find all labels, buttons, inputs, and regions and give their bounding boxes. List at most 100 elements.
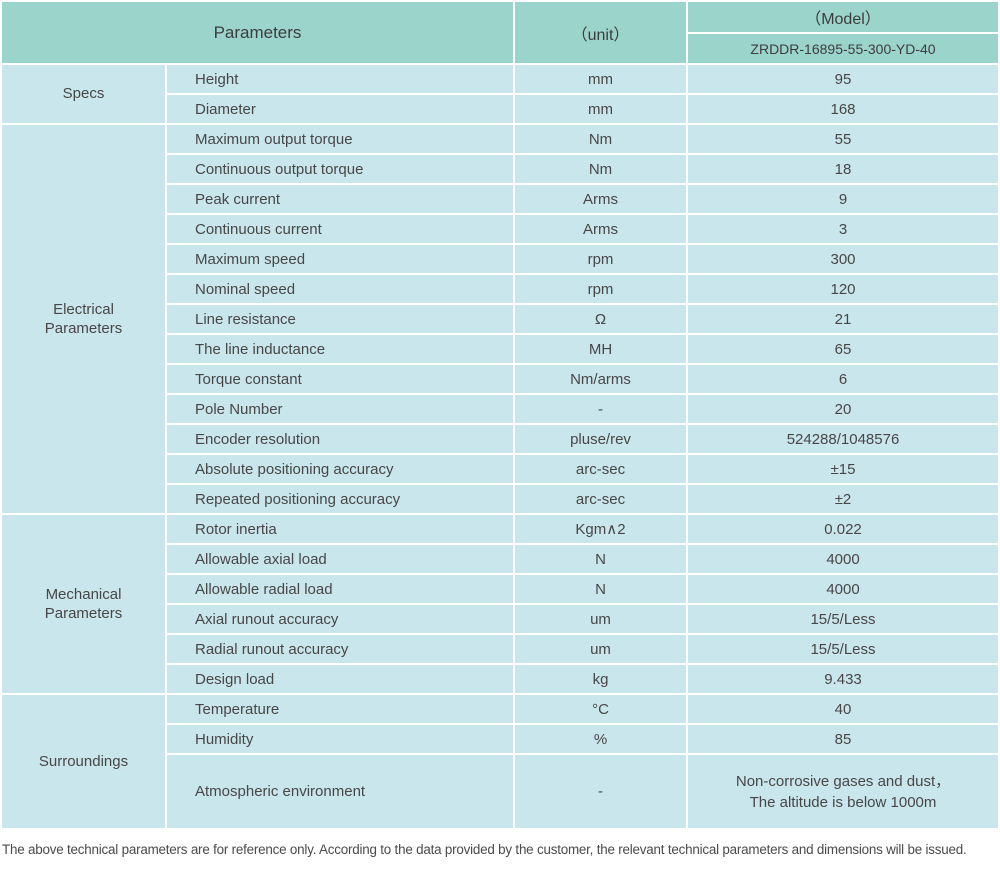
param-cell: Continuous current <box>167 215 513 243</box>
value-cell: 18 <box>688 155 998 183</box>
table-row: Electrical Parameters Maximum output tor… <box>2 125 998 513</box>
unit-cell: N <box>515 575 686 603</box>
specification-table: Parameters （unit） （Model） ZRDDR-16895-55… <box>2 2 998 828</box>
section-label-surroundings: Surroundings <box>2 695 165 828</box>
value-cell: 9 <box>688 185 998 213</box>
param-cell: Allowable axial load <box>167 545 513 573</box>
unit-cell: MH <box>515 335 686 363</box>
param-cell: Atmospheric environment <box>167 755 513 828</box>
value-cell: 15/5/Less <box>688 605 998 633</box>
param-cell: Nominal speed <box>167 275 513 303</box>
param-cell: Torque constant <box>167 365 513 393</box>
unit-cell: % <box>515 725 686 753</box>
value-cell: 9.433 <box>688 665 998 693</box>
value-cell: Non-corrosive gases and dust， The altitu… <box>688 755 998 828</box>
param-cell: Allowable radial load <box>167 575 513 603</box>
section-label-electrical: Electrical Parameters <box>2 125 165 513</box>
param-cell: Peak current <box>167 185 513 213</box>
param-cell: Line resistance <box>167 305 513 333</box>
table-row: Line resistance Ω 21 <box>2 305 998 333</box>
footer-disclaimer: The above technical parameters are for r… <box>2 842 967 857</box>
table-row: Surroundings Temperature °C 40 <box>2 695 998 828</box>
unit-cell: um <box>515 605 686 633</box>
unit-cell: Arms <box>515 185 686 213</box>
table-header-row-2: ZRDDR-16895-55-300-YD-40 <box>2 34 998 63</box>
value-cell: 524288/1048576 <box>688 425 998 453</box>
unit-cell: Nm <box>515 125 686 153</box>
unit-cell: mm <box>515 65 686 93</box>
table-row: Torque constant Nm/arms 6 <box>2 365 998 393</box>
unit-cell: arc-sec <box>515 485 686 513</box>
table-row: Axial runout accuracy um 15/5/Less <box>2 605 998 633</box>
value-cell: 4000 <box>688 575 998 603</box>
unit-cell: °C <box>515 695 686 723</box>
param-cell: Design load <box>167 665 513 693</box>
unit-cell: - <box>515 395 686 423</box>
value-cell: 300 <box>688 245 998 273</box>
table-header-row-1: Parameters （unit） （Model） <box>2 2 998 63</box>
unit-cell: um <box>515 635 686 663</box>
param-cell: Maximum speed <box>167 245 513 273</box>
table-row: Allowable axial load N 4000 <box>2 545 998 573</box>
value-cell: 85 <box>688 725 998 753</box>
value-cell: 3 <box>688 215 998 243</box>
table-row: Absolute positioning accuracy arc-sec ±1… <box>2 455 998 483</box>
param-cell: Maximum output torque <box>167 125 513 153</box>
value-cell: 95 <box>688 65 998 93</box>
unit-cell: arc-sec <box>515 455 686 483</box>
value-cell: 168 <box>688 95 998 123</box>
param-cell: Rotor inertia <box>167 515 513 543</box>
value-cell: 55 <box>688 125 998 153</box>
unit-cell: Ω <box>515 305 686 333</box>
section-label-mechanical: Mechanical Parameters <box>2 515 165 693</box>
table-row: Radial runout accuracy um 15/5/Less <box>2 635 998 663</box>
param-cell: Humidity <box>167 725 513 753</box>
table-row: Repeated positioning accuracy arc-sec ±2 <box>2 485 998 513</box>
unit-cell: Arms <box>515 215 686 243</box>
header-model: （Model） <box>688 2 998 33</box>
table-row: Specs Height mm 95 <box>2 65 998 123</box>
header-model-value: ZRDDR-16895-55-300-YD-40 <box>688 34 998 63</box>
param-cell: Height <box>167 65 513 93</box>
table-row: Pole Number - 20 <box>2 395 998 423</box>
table-row: Nominal speed rpm 120 <box>2 275 998 303</box>
param-cell: Repeated positioning accuracy <box>167 485 513 513</box>
table-row: Encoder resolution pluse/rev 524288/1048… <box>2 425 998 453</box>
table-row: Continuous output torque Nm 18 <box>2 155 998 183</box>
value-cell: 6 <box>688 365 998 393</box>
param-cell: Continuous output torque <box>167 155 513 183</box>
table-row: Atmospheric environment - Non-corrosive … <box>2 755 998 828</box>
table-row: The line inductance MH 65 <box>2 335 998 363</box>
table-row: Diameter mm 168 <box>2 95 998 123</box>
param-cell: The line inductance <box>167 335 513 363</box>
unit-cell: mm <box>515 95 686 123</box>
unit-cell: Kgm∧2 <box>515 515 686 543</box>
unit-cell: - <box>515 755 686 828</box>
param-cell: Temperature <box>167 695 513 723</box>
table-row: Mechanical Parameters Rotor inertia Kgm∧… <box>2 515 998 693</box>
table-row: Continuous current Arms 3 <box>2 215 998 243</box>
value-cell: 40 <box>688 695 998 723</box>
unit-cell: Nm <box>515 155 686 183</box>
value-cell: 20 <box>688 395 998 423</box>
value-cell: 65 <box>688 335 998 363</box>
value-cell: ±2 <box>688 485 998 513</box>
param-cell: Absolute positioning accuracy <box>167 455 513 483</box>
value-cell: 120 <box>688 275 998 303</box>
param-cell: Diameter <box>167 95 513 123</box>
unit-cell: Nm/arms <box>515 365 686 393</box>
param-cell: Radial runout accuracy <box>167 635 513 663</box>
param-cell: Pole Number <box>167 395 513 423</box>
value-cell: ±15 <box>688 455 998 483</box>
table-row: Design load kg 9.433 <box>2 665 998 693</box>
unit-cell: N <box>515 545 686 573</box>
table-row: Peak current Arms 9 <box>2 185 998 213</box>
value-cell: 21 <box>688 305 998 333</box>
table-row: Humidity % 85 <box>2 725 998 753</box>
header-parameters: Parameters <box>2 2 513 63</box>
unit-cell: rpm <box>515 245 686 273</box>
value-cell: 0.022 <box>688 515 998 543</box>
value-cell: 4000 <box>688 545 998 573</box>
unit-cell: kg <box>515 665 686 693</box>
